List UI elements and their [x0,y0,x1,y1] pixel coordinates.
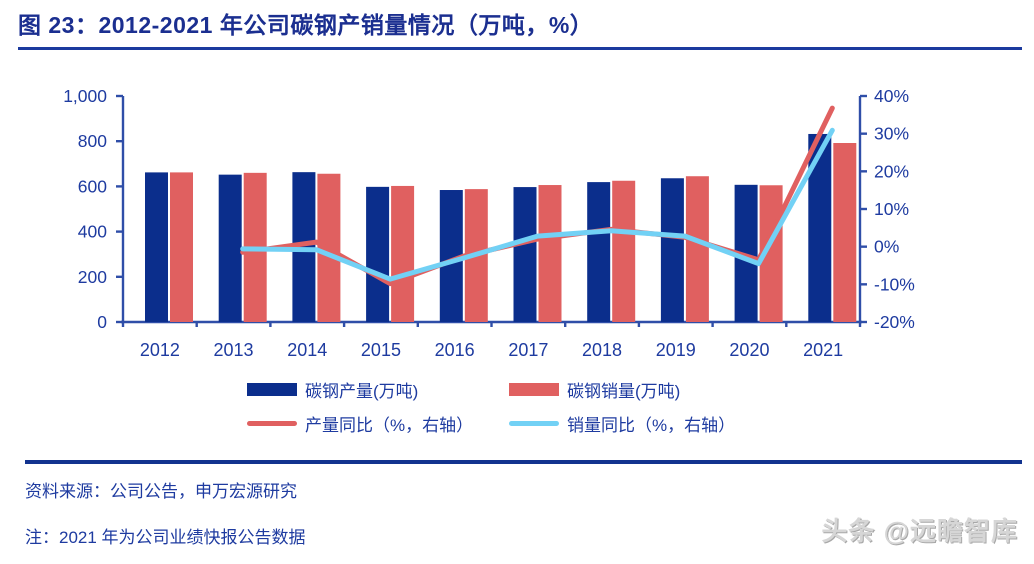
bar-production [145,172,168,322]
right-axis-tick-label: 0% [874,237,899,257]
source-text: 资料来源：公司公告，申万宏源研究 [25,482,297,501]
bar-production [587,182,611,322]
chart-legend: 碳钢产量(万吨) 碳钢销量(万吨) 产量同比（%，右轴） 销量同比（%，右轴） [0,379,1034,435]
bar-production [660,178,684,322]
legend-label-sales-yoy: 销量同比（%，右轴） [567,415,736,435]
x-axis-tick-label: 2019 [656,340,696,360]
bar-sales [391,185,415,322]
note-row: 注：2021 年为公司业绩快报公告数据 头条 @远瞻智库 [25,511,1022,548]
x-axis-tick-label: 2015 [361,340,401,360]
right-axis-tick-label: 10% [874,199,909,219]
left-axis-tick-label: 800 [78,131,107,151]
x-axis-tick-label: 2017 [508,340,548,360]
right-axis-tick-label: 20% [874,161,909,181]
bar-sales [612,180,636,322]
legend-item-sales: 碳钢销量(万吨) [509,379,787,401]
bar-sales [538,185,562,322]
legend-label-sales: 碳钢销量(万吨) [567,381,681,401]
legend-swatch-production [247,382,297,396]
left-axis-tick-label: 400 [78,222,107,242]
right-axis-tick-label: -10% [874,274,915,294]
bar-sales [170,172,193,322]
right-axis-tick-label: -20% [874,312,915,332]
chart-area: 0 200 400 600 800 1,000 -20% -10% 0% 10% 20% 30% 40%… [0,75,1034,375]
note-text: 注：2021 年为公司业绩快报公告数据 [25,528,306,547]
left-axis-tick-label: 0 [97,312,107,332]
legend-item-production: 碳钢产量(万吨) [247,379,509,401]
footer-divider [25,460,1022,464]
x-axis-tick-label: 2014 [287,340,327,360]
legend-swatch-production-yoy [247,420,297,426]
left-axis-tick-label: 600 [78,176,107,196]
legend-swatch-sales [509,382,559,396]
legend-item-production-yoy: 产量同比（%，右轴） [247,413,509,435]
bar-sales [685,176,709,322]
legend-item-sales-yoy: 销量同比（%，右轴） [509,413,787,435]
x-axis-tick-label: 2020 [729,340,769,360]
x-axis-tick-label: 2018 [582,340,622,360]
bar-production [808,133,832,322]
figure-title: 图 23：2012-2021 年公司碳钢产销量情况（万吨，%） [18,12,594,38]
chart-canvas: 0 200 400 600 800 1,000 -20% -10% 0% 10% 20% 30% 40%… [63,86,915,360]
watermark-text: 头条 @远瞻智库 [821,516,1018,546]
bar-sales [833,143,857,322]
x-axis-tick-label: 2016 [435,340,475,360]
legend-label-production-yoy: 产量同比（%，右轴） [305,415,474,435]
title-divider [18,47,1022,50]
left-axis-tick-label: 1,000 [63,86,107,106]
legend-label-production: 碳钢产量(万吨) [305,381,419,401]
right-axis-tick-label: 40% [874,86,909,106]
right-axis-tick-label: 30% [874,124,909,144]
x-axis-tick-label: 2013 [214,340,254,360]
x-axis-tick-label: 2012 [140,340,180,360]
bar-production [218,174,242,322]
left-axis-tick-label: 200 [78,267,107,287]
line-sales-yoy [240,127,835,282]
bar-production [366,186,390,322]
bar-production [513,187,537,322]
bar-production [439,190,463,322]
x-axis-tick-label: 2021 [803,340,843,360]
legend-swatch-sales-yoy [509,420,559,426]
